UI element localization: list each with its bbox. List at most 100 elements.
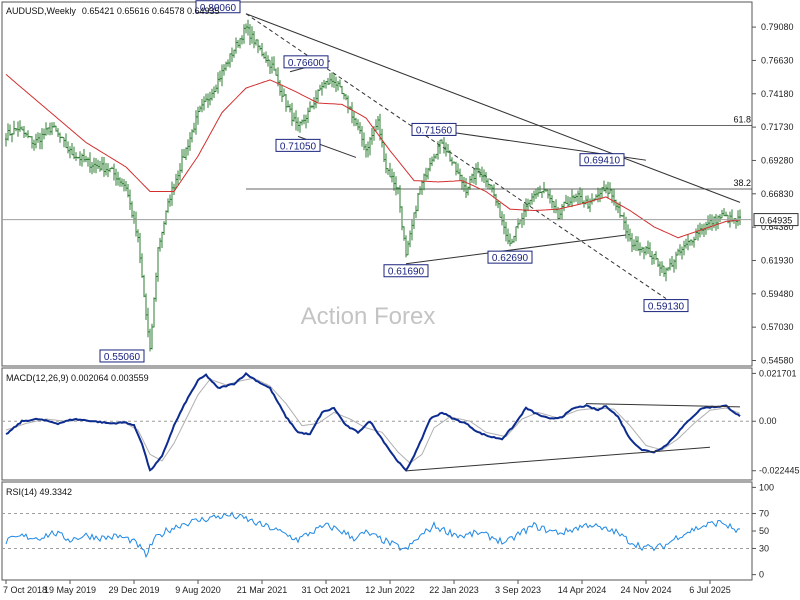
price-bar [637,236,639,252]
price-bar [263,52,265,59]
price-bar [655,251,657,261]
price-bar [457,163,459,175]
price-bar [561,204,563,220]
price-bar [629,228,631,242]
price-bar [693,236,695,248]
rsi-tick-label: 0 [759,570,764,580]
price-bar [385,153,387,174]
time-tick-label: 7 Oct 2018 [3,585,47,595]
price-bar [159,237,161,252]
price-bar [465,178,467,198]
price-bar [289,104,291,113]
price-bar [445,142,447,157]
price-bar [307,107,309,123]
price-bar [543,182,545,194]
price-bar [651,250,653,265]
price-bar [669,258,671,271]
rsi-tick-label: 70 [759,509,769,519]
price-tick-label: 0.61930 [761,255,794,265]
price-bar [357,119,359,131]
price-bar [305,114,307,129]
price-bar [147,307,149,338]
price-bar [185,147,187,160]
price-panel-frame [1,1,753,367]
price-bar [13,120,15,135]
price-bar [117,171,119,186]
price-annotation: 0.62690 [487,250,533,264]
price-annotation: 0.61690 [383,264,429,278]
price-bar [461,174,463,190]
price-bar [413,212,415,230]
rsi-tick-label: 50 [759,526,769,536]
price-bar [67,141,69,154]
price-bar [253,30,255,49]
price-bar [483,169,485,183]
time-tick-label: 12 Jun 2022 [365,585,415,595]
price-bar [579,187,581,205]
watermark: Action Forex [301,303,436,330]
price-bar [229,53,231,68]
price-bar [613,189,615,206]
price-bar [481,166,483,182]
price-bar [737,210,739,226]
price-bar [95,158,97,174]
price-bar [511,238,513,244]
price-bar [503,214,505,235]
price-bar [233,49,235,58]
price-bar [623,212,625,230]
price-bar [597,187,599,203]
svg-text:0.64935: 0.64935 [760,216,793,226]
price-bar [63,137,65,148]
price-bar [635,235,637,252]
price-annotation: 0.69410 [579,153,625,167]
price-bar [315,90,317,109]
price-bar [327,78,329,86]
price-tick-label: 0.66830 [761,189,794,199]
price-bar [221,64,223,87]
price-bar [275,68,277,76]
price-bar [473,168,475,184]
svg-text:0.76600: 0.76600 [288,58,325,69]
price-bar [245,23,247,34]
price-bar [537,186,539,197]
price-tick-label: 0.59480 [761,289,794,299]
price-bar [725,211,727,217]
price-bar [285,94,287,112]
price-bar [529,199,531,207]
price-bar [391,168,393,183]
price-bar [649,242,651,258]
price-bar [661,261,663,274]
price-bar [443,137,445,154]
price-bar [333,74,335,88]
price-bar [431,156,433,167]
price-bar [321,82,323,96]
price-annotation: 0.76600 [283,55,329,69]
price-bar [215,84,217,93]
price-bar [241,35,243,45]
price-bar [39,132,41,150]
price-bar [639,242,641,256]
price-annotations: 0.80060 0.76600 0.71050 0.71560 0.69410 0.626… [99,0,689,363]
price-bar [33,139,35,151]
price-bar [487,178,489,189]
price-annotation: 0.59130 [643,299,689,313]
price-bar [17,121,19,137]
price-bar [567,196,569,208]
price-bar [595,194,597,200]
price-bar [563,201,565,212]
price-bar [303,114,305,125]
price-bar [417,193,419,212]
time-tick-label: 14 Apr 2024 [558,585,607,595]
price-bar [463,176,465,192]
price-bar [5,133,7,147]
price-bar [663,265,665,277]
price-annotation: 0.80060 [195,0,241,14]
price-bar [621,214,623,217]
price-bar [153,297,155,328]
price-bar [319,84,321,91]
price-bar [83,148,85,163]
price-bar [219,70,221,82]
current-price-marker: 0.64935 [2,213,799,227]
price-bar [195,110,197,135]
price-bar [689,239,691,246]
